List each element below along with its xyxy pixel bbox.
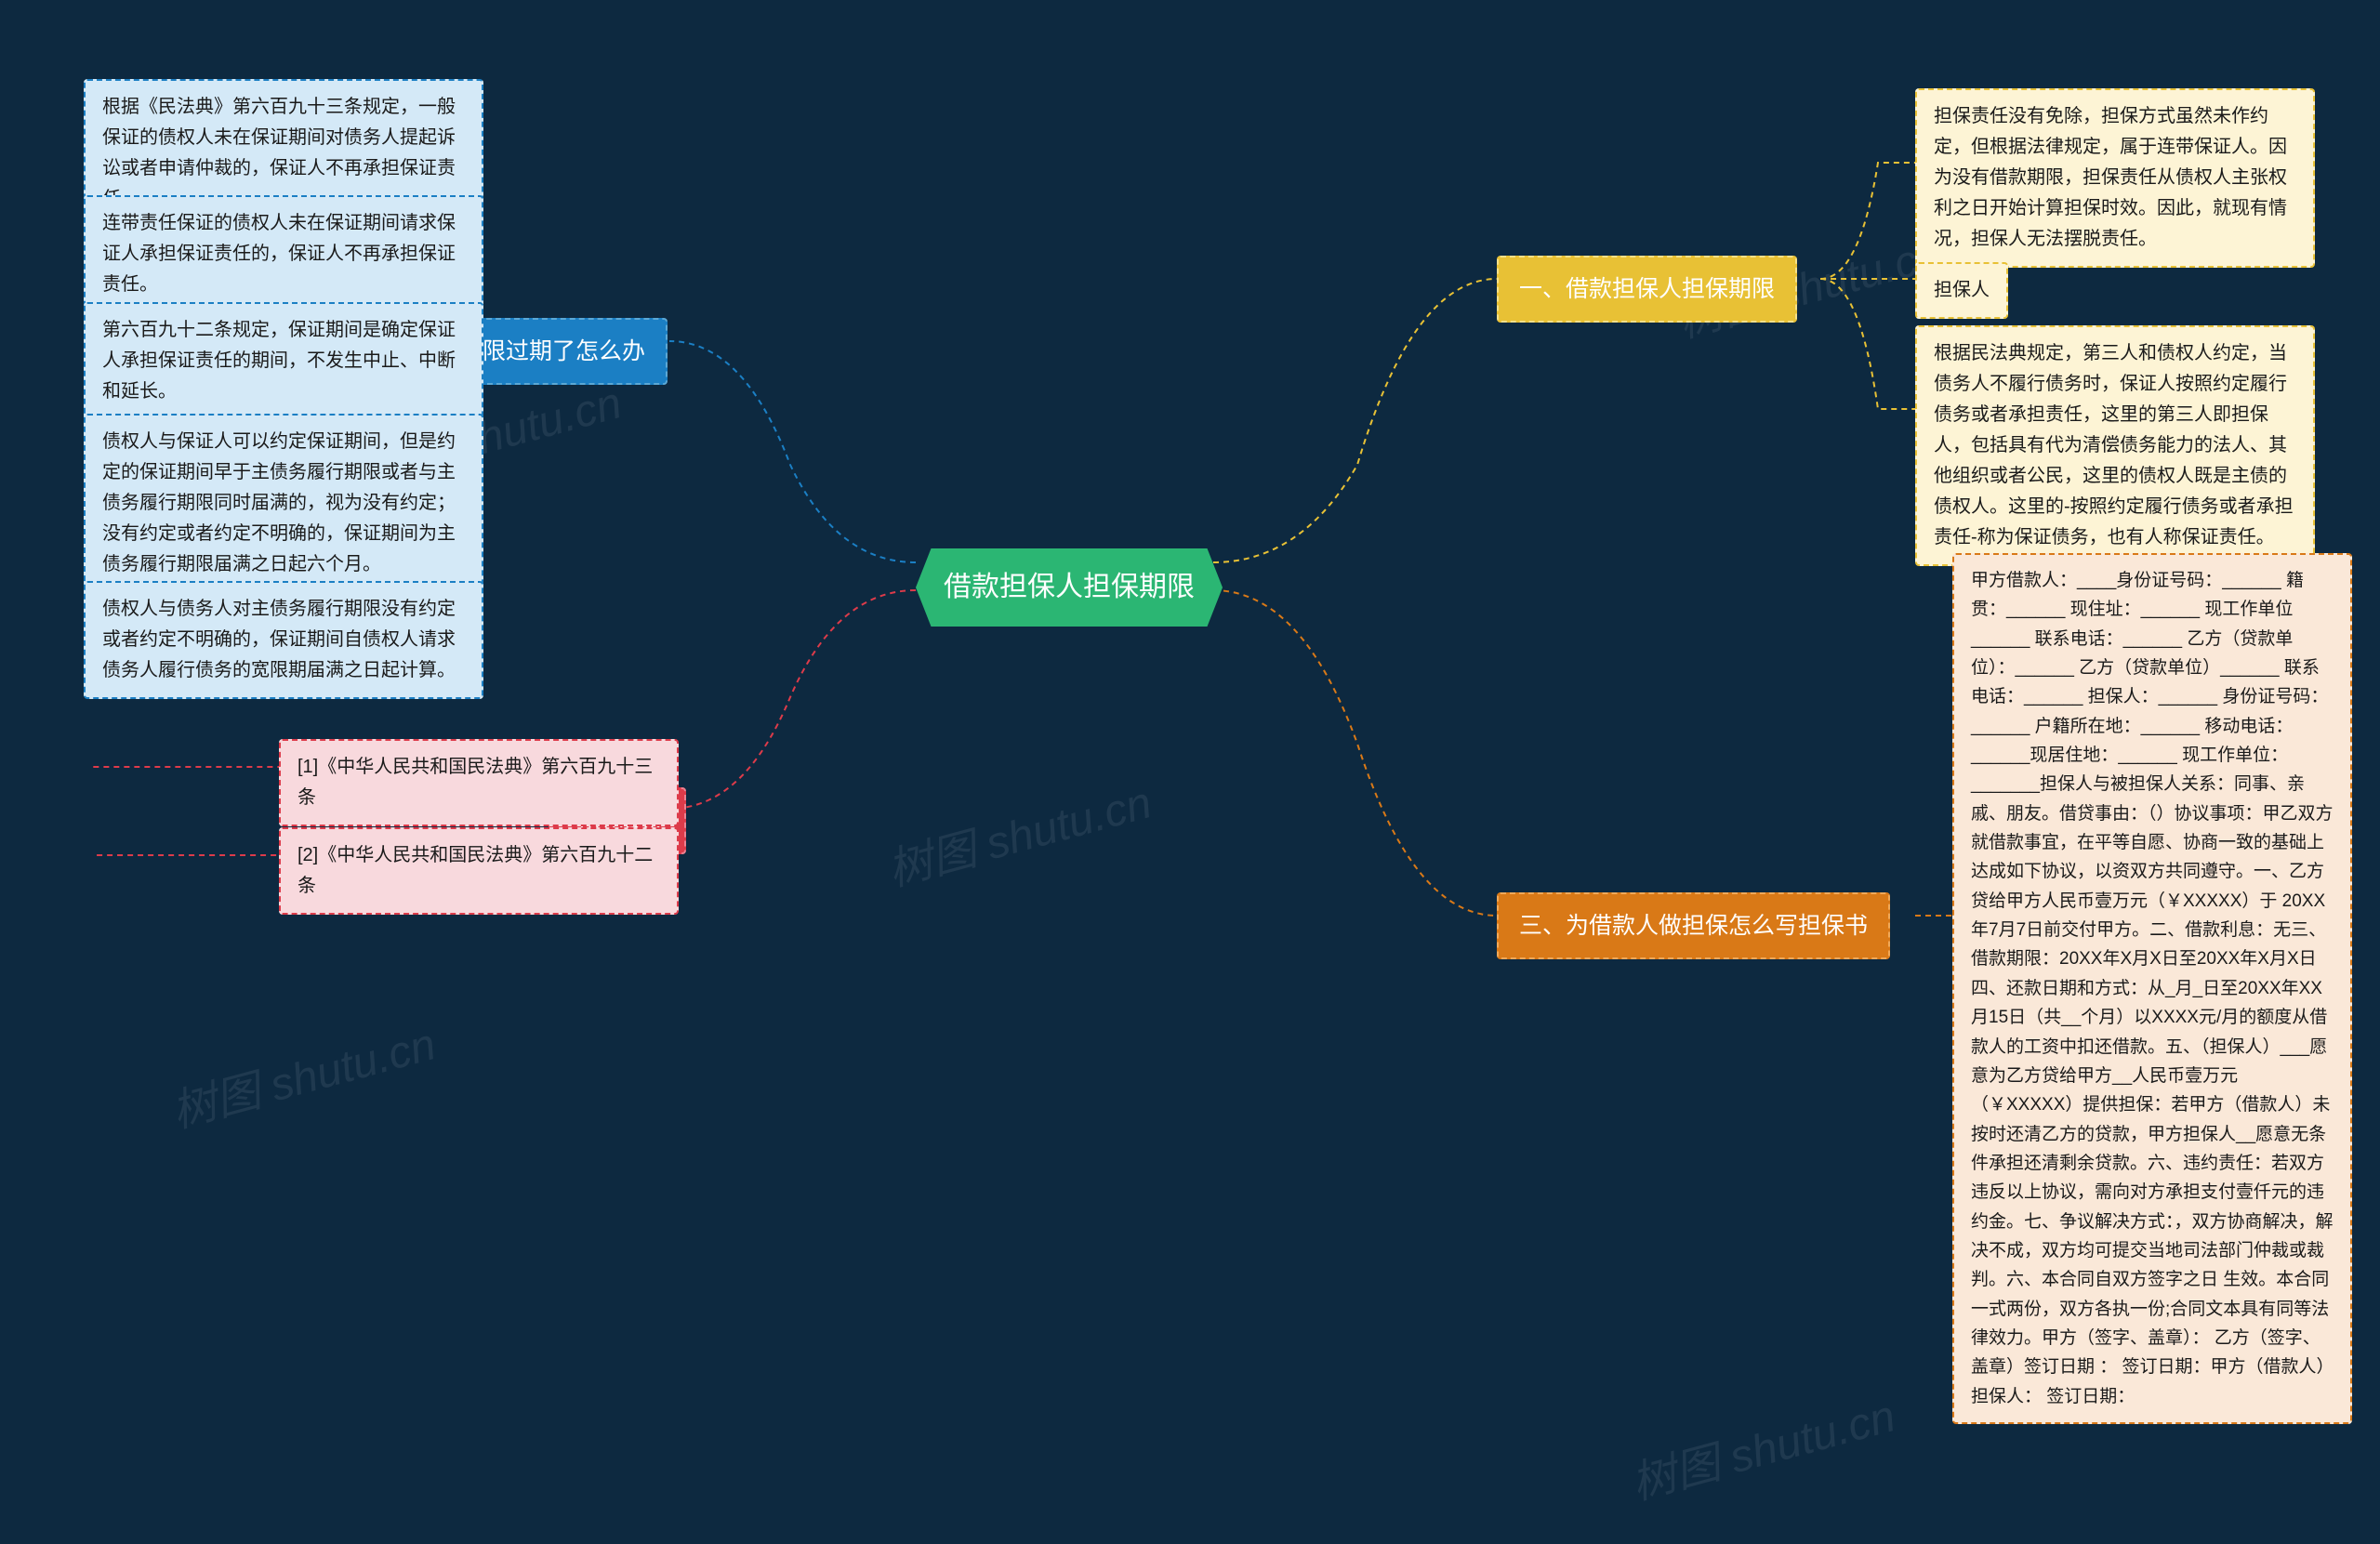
watermark: 树图 shutu.cn (164, 1008, 442, 1141)
leaf-node-2-3: 第六百九十二条规定，保证期间是确定保证人承担保证责任的期间，不发生中止、中断和延… (84, 302, 483, 420)
leaf-node-2-4: 债权人与保证人可以约定保证期间，但是约定的保证期间早于主债务履行期限或者与主债务… (84, 414, 483, 593)
leaf-node-3-1: 甲方借款人：____身份证号码：______ 籍贯：______ 现住址：___… (1952, 553, 2352, 1424)
watermark: 树图 shutu.cn (1623, 1379, 1901, 1512)
leaf-node-2-2: 连带责任保证的债权人未在保证期间请求保证人承担保证责任的，保证人不再承担保证责任… (84, 195, 483, 313)
leaf-node-1-1: 担保责任没有免除，担保方式虽然未作约定，但根据法律规定，属于连带保证人。因为没有… (1915, 88, 2315, 268)
leaf-node-4-1: [1]《中华人民共和国民法典》第六百九十三条 (279, 739, 679, 826)
leaf-node-1-3: 根据民法典规定，第三人和债权人约定，当债务人不履行债务时，保证人按照约定履行债务… (1915, 325, 2315, 566)
leaf-node-2-5: 债权人与债务人对主债务履行期限没有约定或者约定不明确的，保证期间自债权人请求债务… (84, 581, 483, 699)
branch-node-3[interactable]: 三、为借款人做担保怎么写担保书 (1497, 892, 1890, 959)
center-node[interactable]: 借款担保人担保期限 (916, 548, 1223, 627)
branch-node-1[interactable]: 一、借款担保人担保期限 (1497, 256, 1797, 323)
watermark: 树图 shutu.cn (879, 766, 1157, 899)
leaf-node-1-2: 担保人 (1915, 262, 2008, 319)
leaf-node-4-2: [2]《中华人民共和国民法典》第六百九十二条 (279, 827, 679, 915)
